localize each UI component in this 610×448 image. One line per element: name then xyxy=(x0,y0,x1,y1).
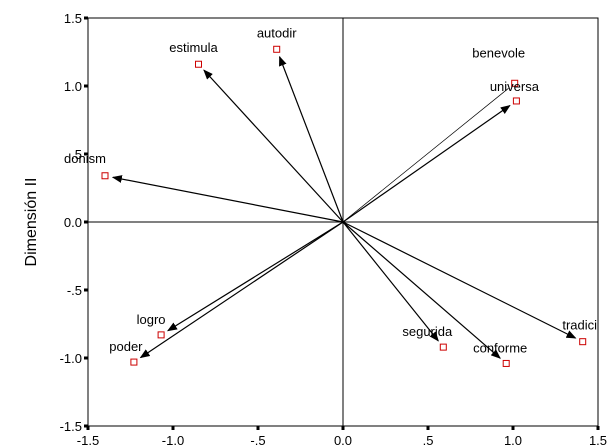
vectors xyxy=(111,55,577,359)
vector-conforme xyxy=(342,221,501,359)
vector-universa xyxy=(342,104,511,223)
point-label-autodir: autodir xyxy=(257,25,297,40)
y-tick-mark xyxy=(84,84,88,88)
y-tick-mark xyxy=(84,424,88,428)
y-tick-label: -1.0 xyxy=(60,351,82,366)
point-label-estimula: estimula xyxy=(169,40,218,55)
x-tick-label: .5 xyxy=(423,433,434,448)
point-marker-conforme xyxy=(502,359,510,367)
point-marker-donism xyxy=(101,172,109,180)
y-tick-mark xyxy=(84,152,88,156)
point-marker-estimula xyxy=(195,60,202,68)
x-tick-label: -1.0 xyxy=(162,433,184,448)
x-tick-mark xyxy=(596,426,600,430)
vector-estimula xyxy=(203,69,344,223)
x-tick-label: -1.5 xyxy=(77,433,99,448)
y-tick-label: .5 xyxy=(71,147,82,162)
vector-donism xyxy=(111,175,344,223)
x-tick-mark xyxy=(86,426,90,430)
point-label-conforme: conforme xyxy=(473,340,527,355)
y-tick-label: -.5 xyxy=(67,283,82,298)
x-tick-mark xyxy=(426,426,430,430)
x-tick-mark xyxy=(511,426,515,430)
point-label-poder: poder xyxy=(109,339,143,354)
point-label-logro: logro xyxy=(137,312,166,327)
x-tick-mark xyxy=(341,426,345,430)
point-marker-universa xyxy=(512,97,520,105)
vector-autodir xyxy=(279,55,344,223)
point-label-benevole: benevole xyxy=(472,45,525,60)
y-tick-mark xyxy=(84,356,88,360)
point-marker-tradici xyxy=(579,338,587,346)
y-tick-mark xyxy=(84,220,88,224)
vector-logro xyxy=(167,221,344,332)
point-label-tradici: tradici xyxy=(562,318,597,333)
vector-poder xyxy=(139,221,344,359)
point-marker-benevole xyxy=(511,79,519,87)
point-label-donism: donism xyxy=(64,151,106,166)
point-marker-autodir xyxy=(273,45,281,53)
points: estimula autodir benevole universa donism log… xyxy=(64,25,597,367)
x-tick-label: -.5 xyxy=(250,433,265,448)
x-tick-label: 1.5 xyxy=(589,433,607,448)
y-tick-mark xyxy=(84,288,88,292)
y-tick-label: 0.0 xyxy=(64,215,82,230)
x-tick-mark xyxy=(171,426,175,430)
point-marker-segurida xyxy=(439,343,447,351)
y-tick-label: -1.5 xyxy=(60,419,82,434)
x-axis: -1.5 -1.0 -.5 0.0 .5 1.0 1.5 xyxy=(77,426,607,448)
y-tick-label: 1.5 xyxy=(64,11,82,26)
y-tick-label: 1.0 xyxy=(64,79,82,94)
x-tick-label: 1.0 xyxy=(504,433,522,448)
x-tick-mark xyxy=(256,426,260,430)
point-marker-logro xyxy=(157,331,165,339)
vector-benevole xyxy=(342,88,509,223)
x-tick-label: 0.0 xyxy=(334,433,352,448)
vector-segurida xyxy=(342,221,439,342)
y-tick-mark xyxy=(84,16,88,20)
y-axis: 1.5 1.0 .5 0.0 -.5 -1.0 -1.5 xyxy=(60,11,88,434)
point-label-segurida: segurida xyxy=(402,324,453,339)
point-label-universa: universa xyxy=(490,79,540,94)
vector-tradici xyxy=(342,221,577,339)
point-marker-poder xyxy=(130,358,138,366)
y-axis-title: Dimensión II xyxy=(23,178,40,267)
